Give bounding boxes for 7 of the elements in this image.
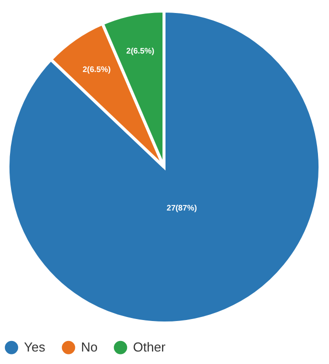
legend-label: No — [81, 340, 98, 355]
data-label: 2(6.5%) — [82, 65, 111, 74]
legend-label: Yes — [24, 340, 46, 355]
pie-slice — [6, 10, 322, 324]
data-label: 27(87%) — [166, 203, 198, 212]
data-label: 2(6.5%) — [126, 46, 155, 56]
legend-label: Other — [133, 340, 166, 355]
